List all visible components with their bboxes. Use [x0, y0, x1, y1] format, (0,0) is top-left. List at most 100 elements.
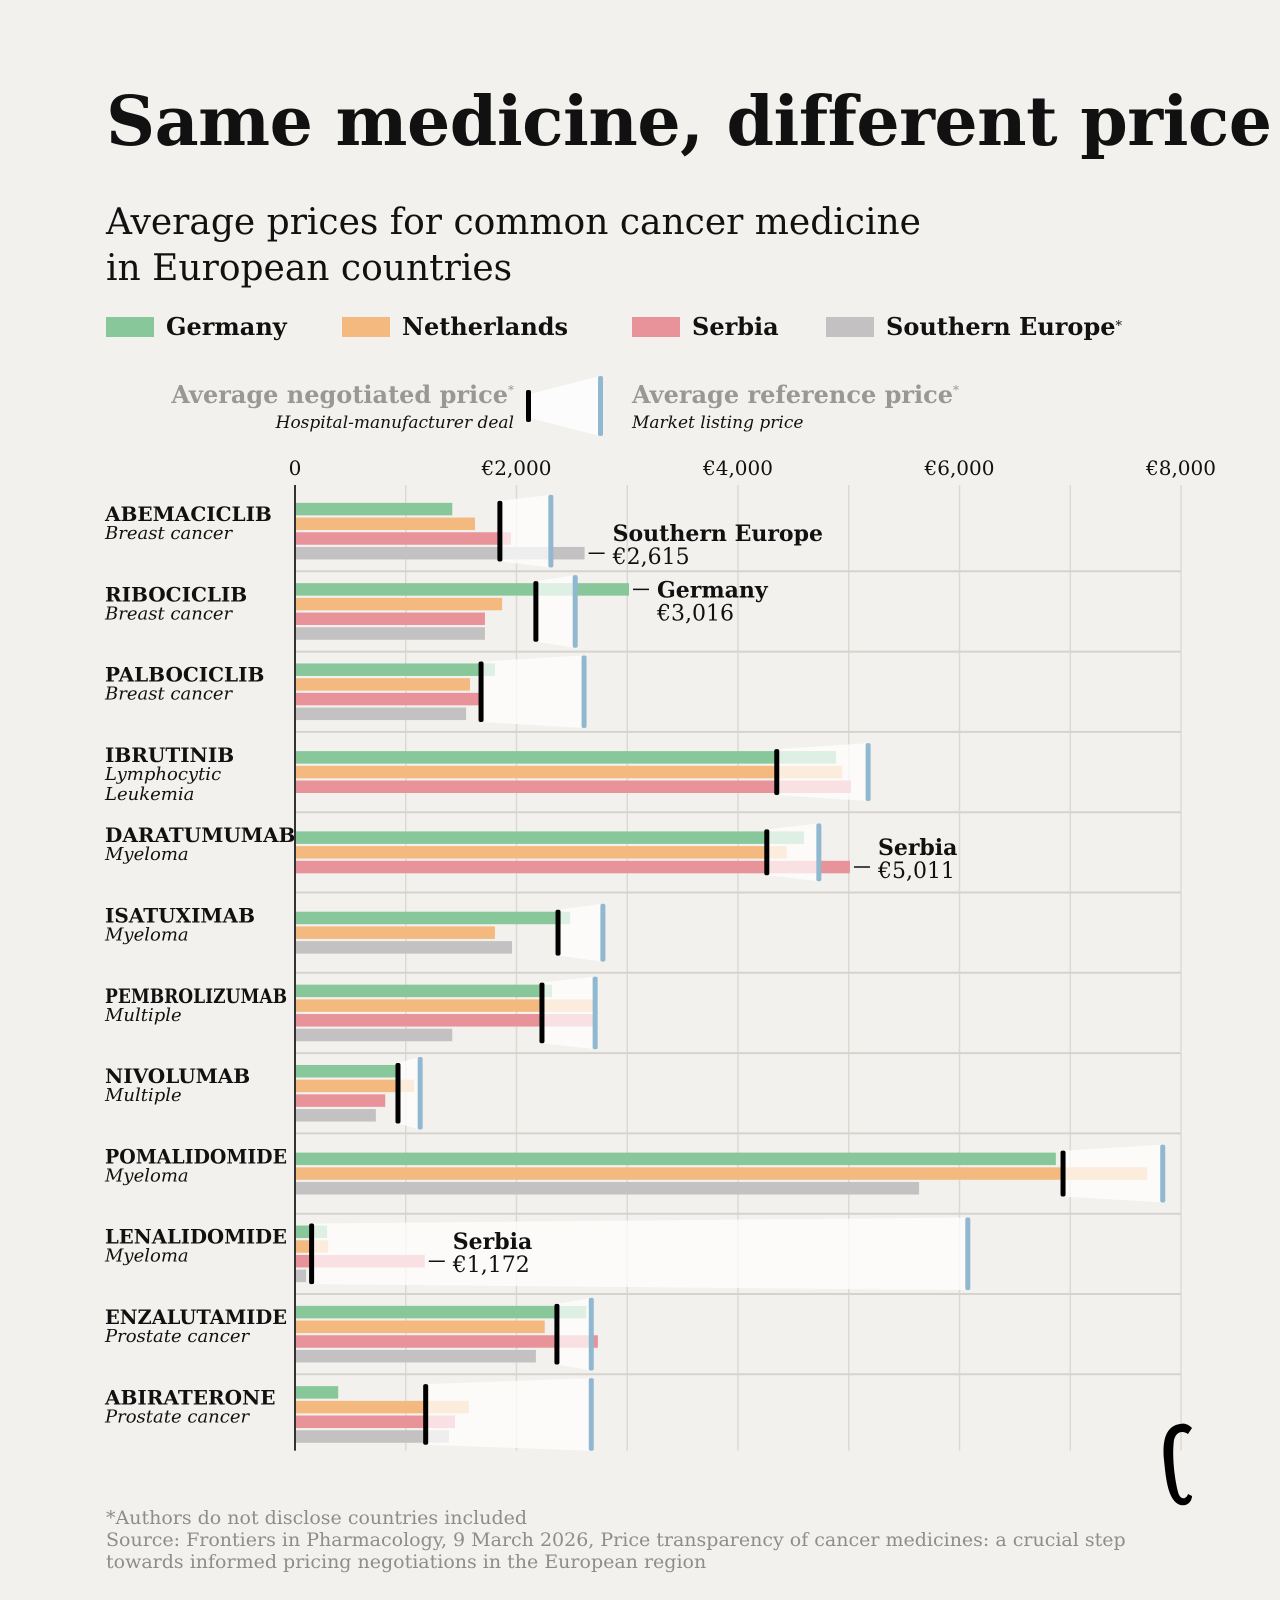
- drug-name: ENZALUTAMIDE: [105, 1305, 287, 1329]
- drug-indication: Myeloma: [104, 844, 189, 865]
- bar-netherlands: [295, 517, 475, 531]
- bar-netherlands: [295, 597, 503, 611]
- drug-name: PEMBROLIZUMAB: [105, 984, 287, 1008]
- reference-price-marker: [581, 655, 587, 729]
- bar-serbia: [295, 612, 485, 626]
- legend-label: Southern Europe: [886, 312, 1116, 341]
- drug-indication: Myeloma: [104, 1246, 189, 1267]
- drug-indication: Multiple: [104, 1085, 182, 1106]
- reference-marker-icon: [598, 376, 603, 436]
- bar-serbia: [295, 1014, 593, 1027]
- bar-germany: [295, 663, 495, 676]
- bar-netherlands: [295, 1167, 1148, 1180]
- bar-netherlands: [295, 999, 593, 1012]
- price-gap-funnel: [499, 494, 551, 568]
- bar-germany: [295, 911, 571, 925]
- reference-price-marker: [1160, 1144, 1166, 1203]
- annotation-value: €3,016: [656, 601, 734, 626]
- bar-chart: 0 €2,000 €4,000 €6,000 €8,000ABEMACICLIBBrea…: [104, 456, 1216, 1451]
- annotation-label: Serbia: [878, 835, 957, 861]
- negotiated-marker-icon: [526, 390, 531, 422]
- price-gap-funnel: [1063, 1144, 1163, 1203]
- reference-price-marker: [816, 823, 822, 882]
- chart-title: Same medicine, different price: [106, 82, 1272, 162]
- bar-germany: [295, 984, 552, 998]
- drug-indication: Prostate cancer: [104, 1326, 251, 1347]
- legend: Germany Netherlands Serbia Southern Euro…: [106, 312, 1206, 346]
- drug-name: PALBOCICLIB: [105, 663, 264, 687]
- negotiated-price-marker: [539, 982, 545, 1044]
- drug-name: IBRUTINIB: [105, 743, 234, 767]
- reference-key-subtitle: Market listing price: [632, 413, 804, 433]
- negotiated-price-marker: [533, 581, 539, 642]
- negotiated-price-key: Average negotiated price* Hospital-manuf…: [171, 380, 514, 433]
- legend-swatch: [342, 316, 390, 337]
- reference-price-marker: [572, 575, 578, 648]
- subtitle-line-2: in European countries: [106, 248, 513, 289]
- bar-germany: [295, 831, 804, 844]
- publisher-logo: [1163, 1423, 1192, 1506]
- price-gap-funnel: [535, 575, 576, 648]
- bar-netherlands: [295, 846, 787, 859]
- negotiated-price-marker: [478, 661, 484, 723]
- drug-name: NIVOLUMAB: [105, 1064, 250, 1088]
- annotation-value: €2,615: [612, 545, 690, 570]
- x-tick-label: 0: [289, 456, 302, 480]
- reference-price-marker: [965, 1217, 971, 1291]
- negotiated-key-subtitle: Hospital-manufacturer deal: [275, 413, 514, 433]
- bar-southern-europe: [295, 1269, 307, 1283]
- footnote: *Authors do not disclose countries inclu…: [106, 1507, 528, 1529]
- bar-southern-europe: [295, 1349, 536, 1363]
- bar-germany: [295, 1152, 1056, 1166]
- reference-price-marker: [548, 494, 554, 568]
- subtitle-line-1: Average prices for common cancer medicin…: [106, 202, 921, 243]
- price-gap-funnel: [311, 1217, 968, 1291]
- negotiated-price-marker: [554, 1303, 560, 1365]
- drug-indication: Breast cancer: [104, 523, 234, 544]
- negotiated-price-marker: [1060, 1150, 1066, 1197]
- legend-item-germany: Germany: [106, 312, 287, 341]
- bar-southern-europe: [295, 707, 467, 721]
- source: Source: Frontiers in Pharmacology, 9 Mar…: [106, 1529, 1126, 1573]
- bar-netherlands: [295, 1079, 415, 1093]
- bar-southern-europe: [295, 1109, 376, 1122]
- reference-key-title: Average reference price: [632, 380, 953, 409]
- drug-indication: Multiple: [104, 1005, 182, 1026]
- drug-name: DARATUMUMAB: [105, 823, 295, 847]
- annotation-label: Germany: [657, 577, 769, 603]
- x-tick-label: €6,000: [924, 456, 995, 480]
- drug-name: ISATUXIMAB: [105, 904, 255, 928]
- drug-indication: Breast cancer: [104, 684, 234, 705]
- bar-serbia: [295, 1094, 386, 1107]
- key-funnel: [530, 376, 600, 436]
- bar-southern-europe: [295, 1182, 920, 1195]
- x-tick-label: €8,000: [1145, 456, 1216, 480]
- drug-name: ABIRATERONE: [104, 1385, 276, 1409]
- drug-name: RIBOCICLIB: [105, 582, 247, 606]
- price-gap-funnel: [481, 655, 585, 729]
- legend-label: Serbia: [692, 312, 779, 341]
- drug-name: LENALIDOMIDE: [105, 1225, 287, 1249]
- drug-indication: Prostate cancer: [104, 1406, 251, 1427]
- price-gap-funnel: [397, 1056, 421, 1130]
- reference-price-marker: [588, 1378, 594, 1451]
- negotiated-price-marker: [497, 500, 503, 562]
- asterisk: *: [953, 383, 959, 397]
- drug-name: POMALIDOMIDE: [105, 1144, 287, 1168]
- bar-southern-europe: [295, 627, 485, 640]
- bar-netherlands: [295, 765, 843, 779]
- legend-swatch: [826, 316, 874, 337]
- bar-serbia: [295, 1335, 598, 1348]
- negotiated-price-marker: [555, 909, 561, 956]
- annotation-label: Southern Europe: [613, 521, 823, 547]
